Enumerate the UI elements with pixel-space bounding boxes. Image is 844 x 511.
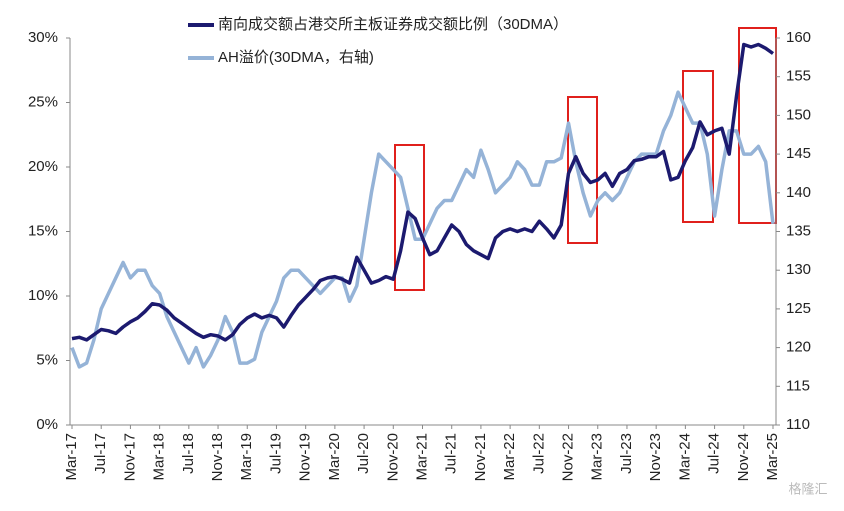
x-tick-label: Mar-21	[413, 433, 430, 481]
watermark: 格隆汇	[788, 481, 827, 496]
y-tick-label: 10%	[28, 287, 58, 304]
x-tick-label: Jul-23	[618, 433, 635, 474]
y-tick-label: 25%	[28, 93, 58, 110]
y-tick-label: 20%	[28, 158, 58, 175]
x-tick-label: Jul-22	[530, 433, 547, 474]
x-tick-label: Jul-24	[706, 433, 723, 474]
x-tick-label: Nov-18	[209, 433, 226, 481]
y2-tick-label: 145	[786, 145, 811, 162]
y2-tick-label: 120	[786, 339, 811, 356]
y-tick-label: 5%	[36, 351, 58, 368]
highlight-box	[567, 96, 598, 244]
x-tick-label: Mar-20	[326, 433, 343, 481]
highlight-boxes	[394, 27, 777, 291]
y2-tick-label: 155	[786, 68, 811, 85]
y-tick-label: 0%	[36, 416, 58, 433]
x-tick-label: Jul-18	[180, 433, 197, 474]
x-tick-label: Mar-18	[151, 433, 168, 481]
legend-label: 南向成交额占港交所主板证券成交额比例（30DMA）	[218, 15, 568, 33]
x-tick-label: Nov-24	[735, 433, 752, 481]
y2-tick-label: 150	[786, 106, 811, 123]
x-tick-label: Jul-17	[92, 433, 109, 474]
x-tick-label: Jul-20	[355, 433, 372, 474]
legend-label: AH溢价(30DMA，右轴)	[218, 49, 374, 66]
y2-tick-label: 110	[786, 416, 810, 433]
series-line	[70, 90, 775, 369]
x-tick-label: Mar-17	[63, 433, 80, 481]
x-tick-label: Nov-22	[560, 433, 577, 481]
y-tick-label: 15%	[28, 222, 58, 239]
series-line	[71, 42, 775, 342]
y2-tick-label: 130	[786, 261, 811, 278]
x-tick-label: Mar-23	[589, 433, 606, 481]
highlight-box	[394, 144, 425, 291]
y2-tick-label: 125	[786, 300, 811, 317]
y2-tick-label: 115	[786, 377, 810, 394]
x-tick-label: Nov-20	[384, 433, 401, 481]
y2-tick-label: 140	[786, 184, 811, 201]
y-tick-label: 30%	[28, 29, 58, 46]
x-tick-label: Mar-22	[501, 433, 518, 481]
x-tick-label: Jul-21	[443, 433, 460, 474]
highlight-box	[682, 70, 714, 223]
x-tick-label: Mar-25	[764, 433, 781, 481]
x-tick-label: Mar-24	[676, 433, 693, 481]
y2-tick-label: 135	[786, 222, 811, 239]
x-tick-label: Nov-21	[472, 433, 489, 481]
x-tick-label: Nov-23	[647, 433, 664, 481]
y2-tick-label: 160	[786, 29, 811, 46]
x-tick-label: Nov-19	[297, 433, 314, 481]
x-tick-label: Mar-19	[238, 433, 255, 481]
x-tick-label: Jul-19	[267, 433, 284, 474]
x-tick-label: Nov-17	[121, 433, 138, 481]
